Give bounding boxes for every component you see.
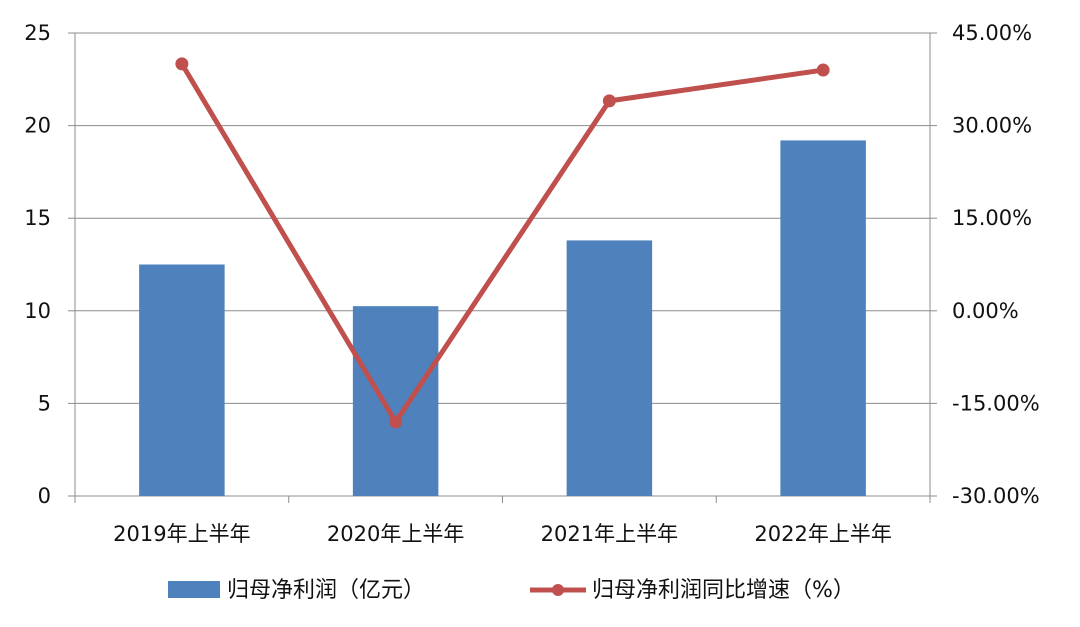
right-tick-label: 30.00% — [952, 114, 1032, 138]
line-point — [602, 94, 616, 108]
left-tick-label: 25 — [24, 21, 51, 45]
legend-bar-label: 归母净利润（亿元） — [227, 578, 425, 603]
category-label: 2020年上半年 — [327, 522, 464, 546]
bar — [780, 140, 866, 496]
left-tick-label: 5 — [38, 391, 51, 415]
category-labels: 2019年上半年 2020年上半年 2021年上半年 2022年上半年 — [113, 522, 892, 546]
left-axis-tick-labels: 0 5 10 15 20 25 — [24, 21, 51, 508]
legend-bar-swatch — [168, 581, 220, 598]
bar — [139, 264, 225, 496]
bar — [352, 306, 439, 496]
bar — [566, 240, 653, 496]
left-tick-label: 10 — [24, 299, 51, 323]
right-tick-label: -15.00% — [952, 391, 1040, 415]
right-tick-label: -30.00% — [952, 484, 1040, 508]
line-point — [175, 57, 189, 71]
right-tick-label: 45.00% — [952, 21, 1032, 45]
left-tick-label: 0 — [38, 484, 51, 508]
category-label: 2022年上半年 — [754, 522, 891, 546]
bar-series — [139, 140, 866, 496]
legend: 归母净利润（亿元） 归母净利润同比增速（%） — [168, 578, 855, 603]
line-point — [389, 415, 403, 429]
left-tick-label: 15 — [24, 206, 51, 230]
line-point — [816, 63, 830, 77]
right-tick-label: 15.00% — [952, 206, 1032, 230]
legend-line-label: 归母净利润同比增速（%） — [592, 578, 855, 603]
category-label: 2019年上半年 — [113, 522, 250, 546]
category-label: 2021年上半年 — [541, 522, 678, 546]
left-tick-label: 20 — [24, 114, 51, 138]
growth-line — [179, 62, 824, 425]
right-tick-label: 0.00% — [952, 299, 1019, 323]
legend-line-marker — [552, 584, 564, 596]
line-series — [175, 57, 830, 429]
right-axis-tick-labels: -30.00% -15.00% 0.00% 15.00% 30.00% 45.00% — [952, 21, 1040, 508]
